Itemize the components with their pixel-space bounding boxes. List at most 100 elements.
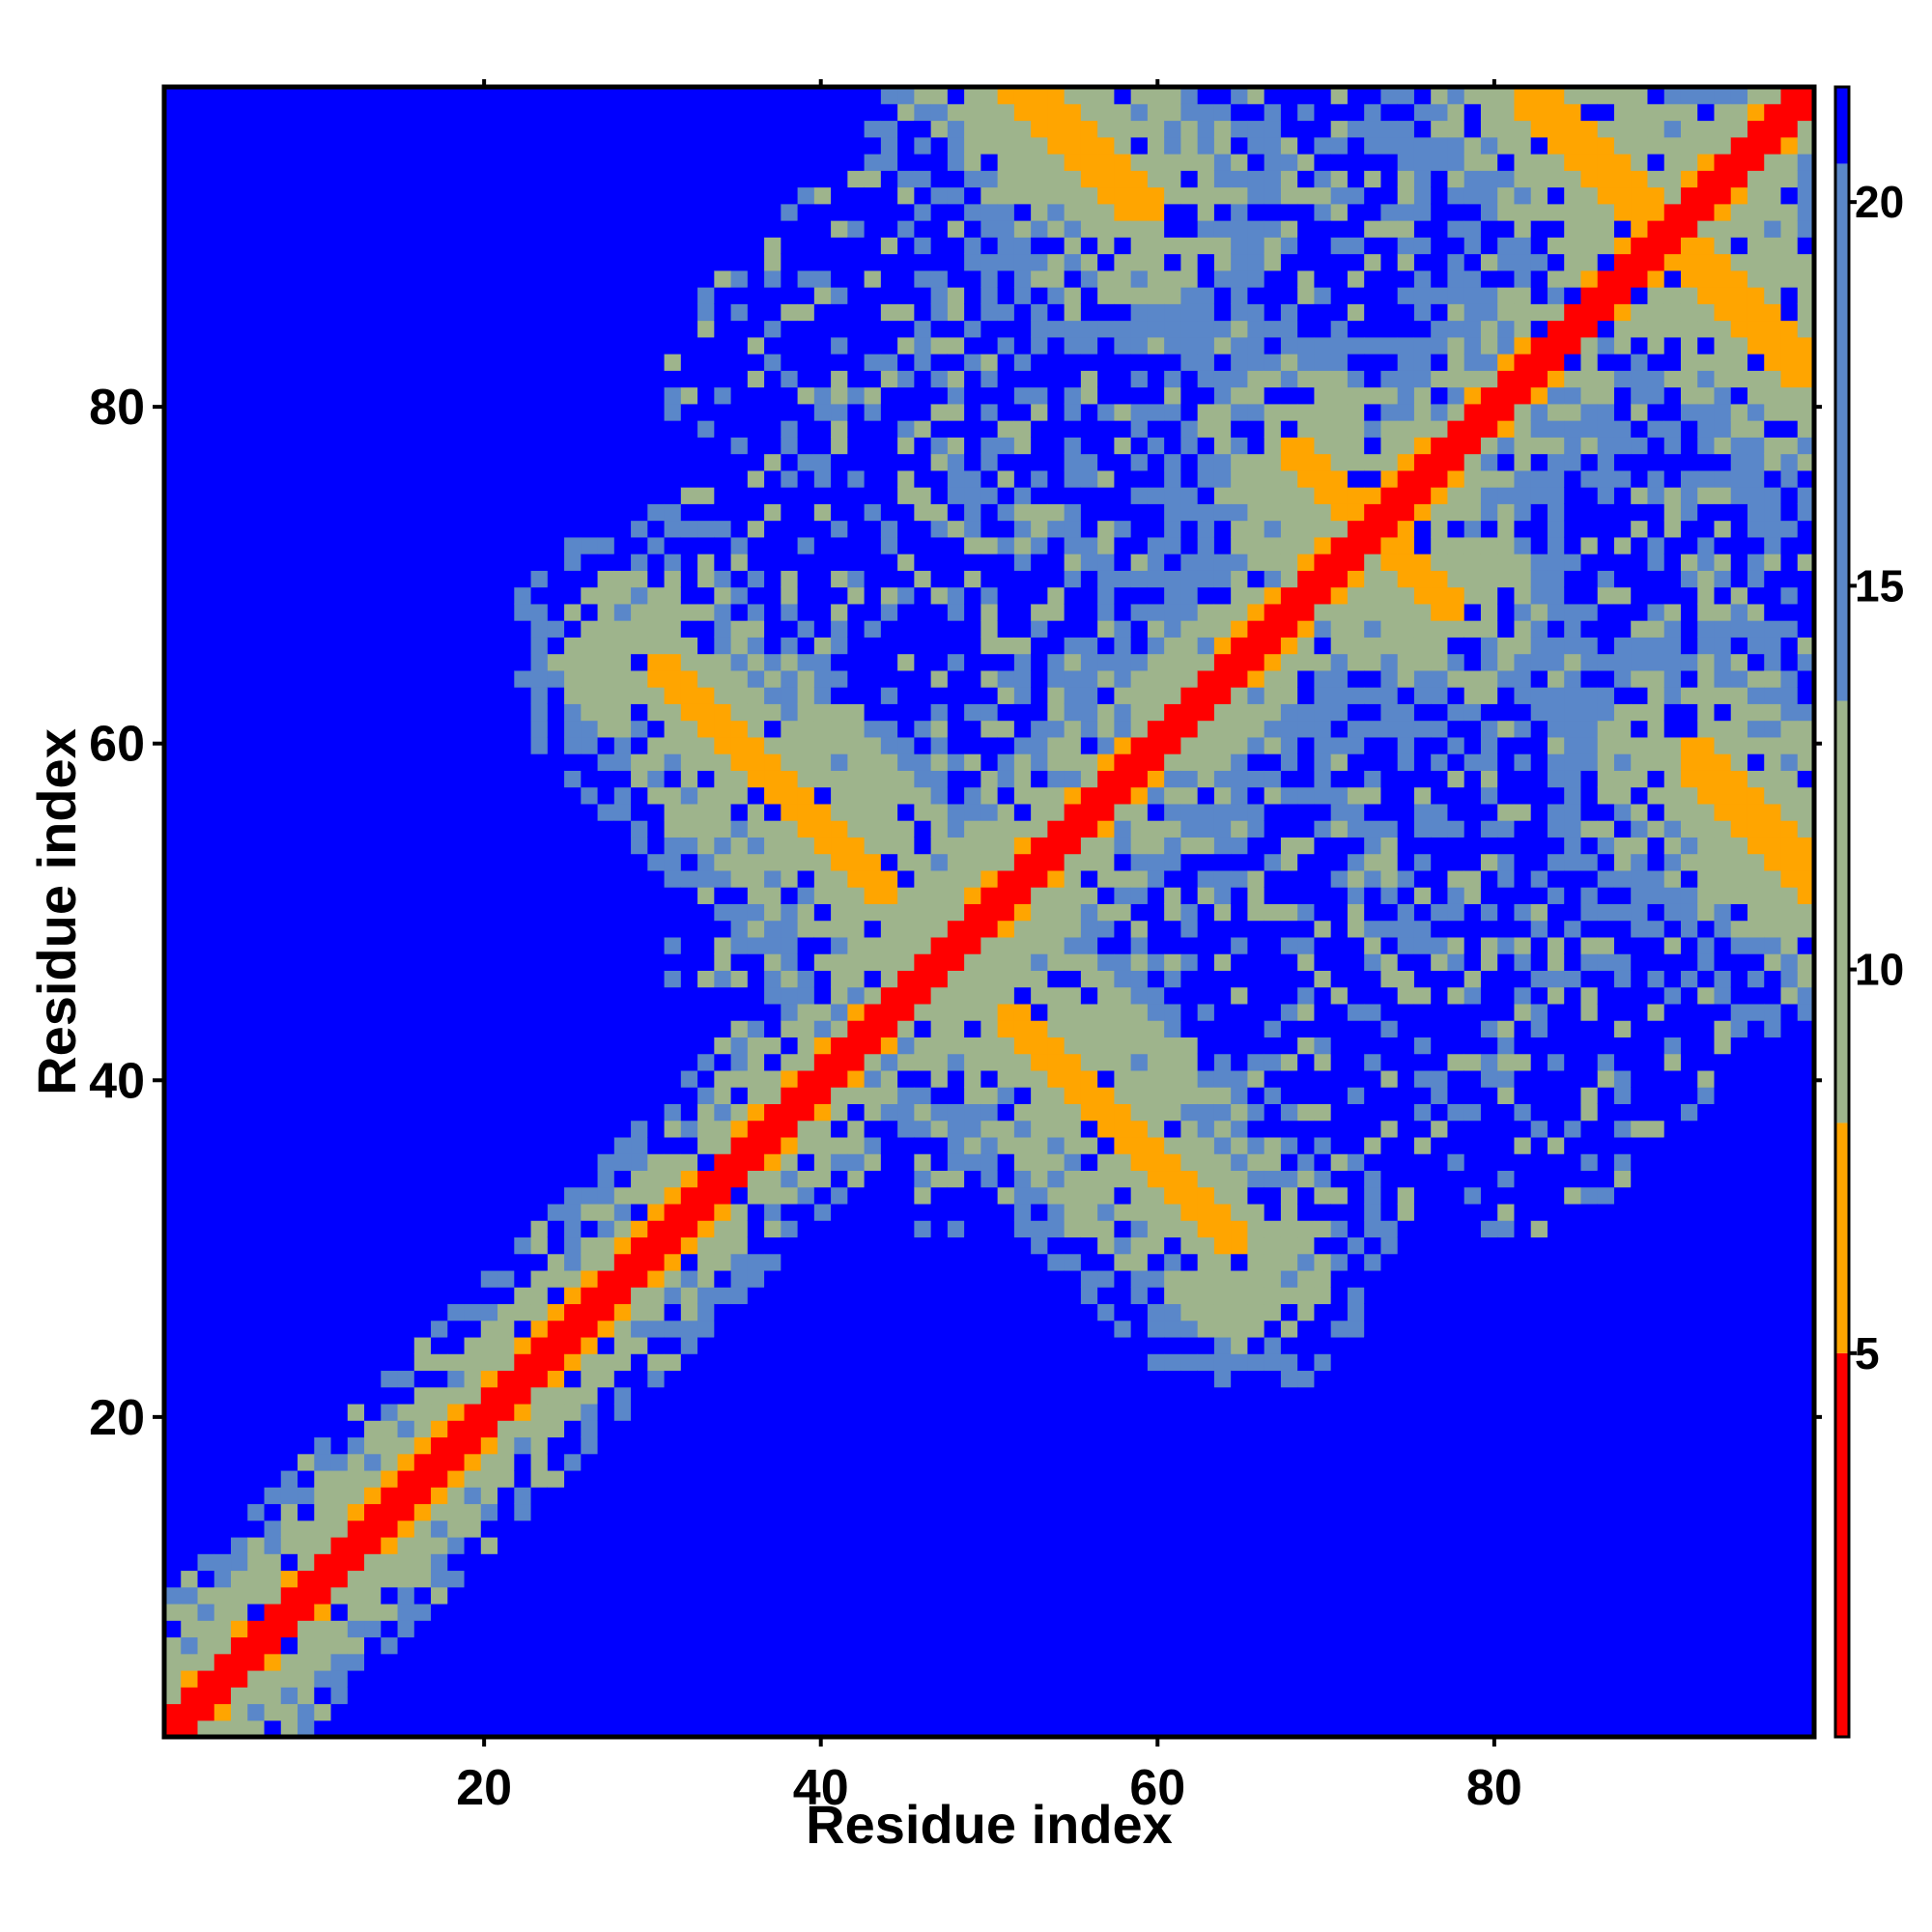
heatmap-cell [864, 154, 882, 171]
heatmap-cell [364, 1636, 382, 1655]
heatmap-cell [397, 1269, 415, 1288]
heatmap-cell [764, 1669, 781, 1688]
heatmap-cell [631, 687, 648, 704]
heatmap-cell [480, 1436, 498, 1455]
heatmap-cell [781, 803, 799, 821]
heatmap-cell [914, 753, 932, 771]
heatmap-cell [764, 720, 781, 738]
heatmap-cell [397, 953, 415, 971]
heatmap-cell [447, 1386, 466, 1405]
heatmap-cell [164, 1703, 182, 1721]
heatmap-cell [831, 87, 848, 104]
heatmap-cell [813, 386, 832, 405]
heatmap-cell [581, 253, 599, 271]
heatmap-cell [747, 554, 765, 571]
heatmap-cell [831, 1503, 848, 1521]
heatmap-cell [714, 1703, 732, 1721]
heatmap-cell [930, 736, 949, 754]
heatmap-cell [264, 1403, 282, 1421]
heatmap-cell [831, 554, 848, 571]
heatmap-cell [831, 1420, 848, 1438]
heatmap-cell [831, 936, 848, 954]
heatmap-cell [497, 687, 515, 704]
heatmap-cell [813, 586, 832, 605]
heatmap-cell [997, 1037, 1015, 1055]
heatmap-cell [747, 520, 765, 538]
heatmap-cell [330, 170, 349, 188]
heatmap-cell [597, 786, 615, 805]
heatmap-cell [813, 1719, 832, 1738]
heatmap-cell [847, 1603, 866, 1621]
heatmap-cell [447, 837, 466, 855]
heatmap-cell [697, 1136, 715, 1154]
heatmap-cell [797, 1269, 815, 1288]
heatmap-cell [497, 1303, 515, 1321]
heatmap-cell [447, 237, 466, 255]
heatmap-cell [847, 403, 866, 421]
heatmap-cell [164, 903, 182, 922]
heatmap-cell [697, 1469, 715, 1488]
heatmap-cell [497, 1153, 515, 1172]
heatmap-cell [164, 386, 182, 405]
heatmap-cell [264, 1586, 282, 1605]
heatmap-cell [447, 853, 466, 871]
heatmap-cell [730, 869, 749, 888]
heatmap-cell [347, 354, 365, 371]
heatmap-cell [164, 1403, 182, 1421]
heatmap-cell [597, 520, 615, 538]
heatmap-cell [213, 386, 232, 405]
heatmap-cell [397, 1287, 415, 1305]
heatmap-cell [764, 653, 781, 671]
heatmap-cell [964, 1453, 981, 1471]
heatmap-cell [397, 1153, 415, 1172]
heatmap-cell [413, 170, 432, 188]
heatmap-cell [680, 303, 698, 322]
heatmap-cell [413, 770, 432, 788]
heatmap-cell [213, 720, 232, 738]
heatmap-cell [964, 853, 981, 871]
heatmap-cell [831, 620, 848, 638]
heatmap-cell [547, 170, 565, 188]
heatmap-cell [631, 1653, 648, 1671]
heatmap-cell [847, 386, 866, 405]
heatmap-cell [664, 603, 682, 621]
heatmap-cell [330, 1553, 349, 1572]
heatmap-cell [781, 1503, 799, 1521]
heatmap-cell [197, 603, 215, 621]
heatmap-cell [747, 1153, 765, 1172]
heatmap-cell [897, 903, 915, 922]
heatmap-cell [364, 203, 382, 221]
heatmap-cell [347, 1136, 365, 1154]
heatmap-cell [880, 570, 898, 588]
heatmap-cell [247, 753, 266, 771]
heatmap-cell [264, 536, 282, 554]
heatmap-cell [564, 570, 582, 588]
heatmap-cell [613, 469, 632, 488]
heatmap-cell [564, 1353, 582, 1372]
heatmap-cell [647, 386, 666, 405]
heatmap-cell [197, 887, 215, 904]
heatmap-cell [514, 1520, 532, 1538]
heatmap-cell [664, 1220, 682, 1238]
heatmap-cell [298, 669, 315, 688]
heatmap-cell [247, 1469, 266, 1488]
heatmap-cell [530, 1403, 549, 1421]
heatmap-cell [613, 220, 632, 238]
heatmap-cell [247, 237, 266, 255]
heatmap-cell [947, 887, 965, 904]
heatmap-cell [564, 1253, 582, 1271]
heatmap-cell [497, 1687, 515, 1705]
heatmap-cell [697, 1420, 715, 1438]
heatmap-cell [330, 203, 349, 221]
heatmap-cell [298, 1120, 315, 1138]
heatmap-cell [864, 820, 882, 838]
heatmap-cell [864, 1053, 882, 1071]
heatmap-cell [730, 1103, 749, 1122]
heatmap-cell [464, 920, 482, 938]
heatmap-cell [314, 120, 332, 138]
heatmap-cell [581, 586, 599, 605]
heatmap-cell [197, 703, 215, 722]
heatmap-cell [797, 1570, 815, 1588]
heatmap-cell [247, 354, 266, 371]
heatmap-cell [480, 586, 498, 605]
